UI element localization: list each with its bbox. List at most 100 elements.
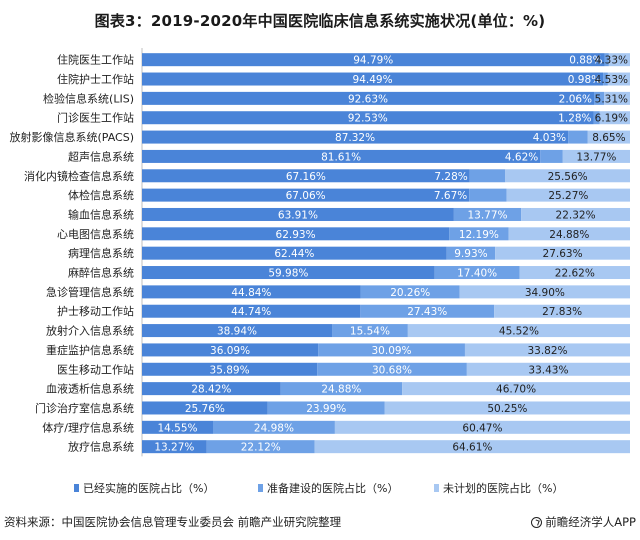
legend-label: 准备建设的医院占比（%） — [267, 481, 398, 495]
legend-label: 已经实施的医院占比（%） — [83, 481, 214, 495]
bar-segment — [407, 324, 630, 338]
data-label: 34.90% — [525, 287, 565, 299]
data-label: 24.88% — [321, 384, 361, 396]
bar-segment — [142, 285, 361, 299]
data-label: 12.19% — [459, 229, 499, 241]
category-label: 放疗信息系统 — [68, 440, 134, 454]
bar-segment — [599, 111, 630, 125]
data-label: 62.93% — [276, 229, 316, 241]
data-label: 94.79% — [353, 55, 393, 67]
data-label: 24.98% — [254, 422, 294, 434]
bar-segment — [142, 420, 214, 434]
bar-segment — [494, 304, 630, 318]
bar-segment — [142, 440, 207, 454]
data-label: 5.31% — [595, 93, 628, 105]
bar-segment — [142, 53, 605, 67]
data-label: 23.99% — [306, 403, 346, 415]
data-label: 92.53% — [348, 113, 388, 125]
category-label: 输血信息系统 — [68, 207, 134, 221]
data-label: 2.06% — [559, 93, 592, 105]
bar-segment — [142, 169, 470, 183]
bar-segment — [142, 401, 268, 415]
data-label: 4.33% — [595, 55, 628, 67]
bar-segment — [142, 130, 569, 144]
bar-segment — [314, 440, 630, 454]
data-label: 28.42% — [191, 384, 231, 396]
data-label: 30.09% — [372, 345, 412, 357]
brand-logo-icon — [531, 516, 543, 528]
bar-segment — [495, 246, 630, 260]
bar-segment — [142, 362, 318, 376]
bar-segment — [568, 130, 588, 144]
data-label: 14.55% — [157, 422, 197, 434]
bar-segment — [519, 266, 630, 280]
category-label: 住院护士工作站 — [57, 72, 134, 86]
data-label: 0.98% — [568, 74, 601, 86]
bar-segment — [142, 72, 604, 86]
data-label: 67.06% — [286, 190, 326, 202]
data-label: 25.56% — [548, 171, 588, 183]
category-label: 病理信息系统 — [68, 246, 134, 260]
bar-segment — [142, 343, 319, 357]
data-label: 7.28% — [434, 171, 467, 183]
data-label: 1.28% — [558, 113, 591, 125]
category-label: 住院医生工作站 — [57, 53, 134, 67]
legend-swatch — [258, 484, 263, 492]
data-label: 17.40% — [457, 268, 497, 280]
legend-swatch — [434, 484, 439, 492]
data-label: 13.27% — [154, 442, 194, 454]
bar-segment — [142, 149, 541, 163]
data-label: 8.65% — [592, 132, 625, 144]
data-label: 30.68% — [372, 364, 412, 376]
data-label: 94.49% — [353, 74, 393, 86]
bar-segment — [593, 111, 600, 125]
data-label: 67.16% — [286, 171, 326, 183]
data-label: 20.26% — [390, 287, 430, 299]
bar-segment — [508, 227, 630, 241]
data-label: 22.12% — [241, 442, 281, 454]
bar-segment — [317, 362, 467, 376]
data-label: 92.63% — [348, 93, 388, 105]
source-note: 资料来源：中国医院协会信息管理专业委员会 前瞻产业研究院整理 — [4, 515, 342, 529]
bar-segment — [142, 266, 435, 280]
bar-segment — [608, 53, 630, 67]
bar-segment — [603, 72, 608, 86]
data-label: 33.82% — [527, 345, 567, 357]
bar-segment — [142, 188, 470, 202]
data-label: 60.47% — [462, 422, 502, 434]
bar-segment — [280, 382, 403, 396]
data-label: 44.74% — [231, 306, 271, 318]
data-label: 13.77% — [576, 151, 616, 163]
bar-segment — [206, 440, 315, 454]
data-label: 35.89% — [210, 364, 250, 376]
bar-segment — [540, 149, 563, 163]
data-label: 7.67% — [434, 190, 467, 202]
bar-segment — [142, 382, 281, 396]
data-label: 9.93% — [454, 248, 487, 260]
data-label: 27.43% — [407, 306, 447, 318]
category-label: 门诊治疗室信息系统 — [35, 401, 134, 415]
data-label: 62.44% — [274, 248, 314, 260]
category-label: 护士移动工作站 — [57, 304, 134, 318]
category-label: 消化内镜检查信息系统 — [24, 169, 134, 183]
bar-segment — [213, 420, 335, 434]
bar-segment — [453, 207, 522, 221]
data-label: 4.03% — [533, 132, 566, 144]
category-label: 放射介入信息系统 — [46, 324, 134, 338]
data-label: 6.19% — [595, 113, 628, 125]
bar-segment — [446, 246, 496, 260]
bar-segment — [466, 362, 630, 376]
bar-segment — [334, 420, 630, 434]
data-label: 4.62% — [505, 151, 538, 163]
data-label: 22.62% — [555, 268, 595, 280]
data-label: 46.70% — [496, 384, 536, 396]
bar-segment — [332, 324, 408, 338]
bar-segment — [142, 246, 447, 260]
bar-segment — [587, 130, 630, 144]
category-label: 门诊医生工作站 — [57, 111, 134, 125]
bar-segment — [384, 401, 630, 415]
bar-segment — [594, 91, 605, 105]
footer: 资料来源：中国医院协会信息管理专业委员会 前瞻产业研究院整理 前瞻经济学人APP — [4, 511, 636, 533]
data-label: 0.88% — [569, 55, 602, 67]
data-label: 22.32% — [556, 209, 596, 221]
